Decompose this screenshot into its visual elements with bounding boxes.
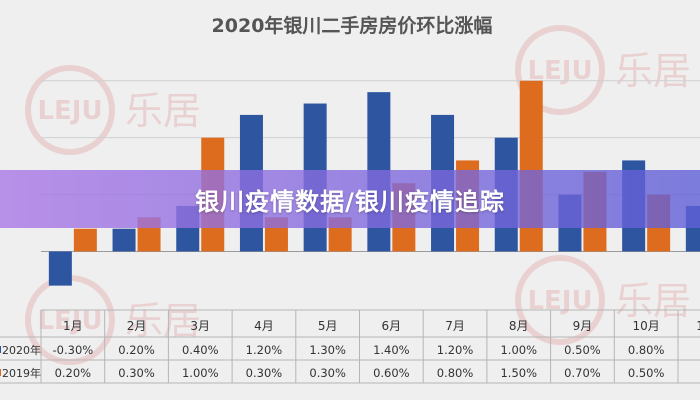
table-cell: 1.00% [182,366,219,380]
watermark-brand: LEJU [527,286,592,316]
category-label: 11月 [696,319,700,333]
bar-series-2 [73,228,97,252]
watermark-brand-cn: 乐居 [615,279,691,323]
table-row-label: 2019年 [2,366,41,380]
watermark-brand-cn: 乐居 [615,49,691,93]
table-cell: 0.30% [246,366,283,380]
category-label: 4月 [254,319,274,333]
table-cell: 0.30% [118,366,155,380]
category-label: 2月 [127,319,147,333]
table-cell: 0.70% [564,366,601,380]
table-cell: 0.50% [564,343,601,357]
category-label: 9月 [573,319,593,333]
table-row-label: 2020年 [2,343,41,357]
overlay-banner: 银川疫情数据/银川疫情追踪 [0,170,700,228]
category-label: 8月 [509,319,529,333]
table-cell: -0.30% [53,343,94,357]
watermark-brand-cn: 乐居 [125,89,201,133]
table-cell: 1.40% [373,343,410,357]
category-label: 1月 [63,319,83,333]
bar-series-1 [48,251,72,286]
legend-swatch [0,369,1,376]
category-label: 5月 [318,319,338,333]
table-cell: 1.50% [500,366,537,380]
table-cell: 0.20% [118,343,155,357]
data-table: 1月 2月 3月 4月 5月 6月 7月 8月 9月 10月 11月 2020年 -0.30% 0.20%… [0,309,700,384]
watermark-logo: LEJU 乐居 [25,275,201,365]
watermark-brand: LEJU [37,96,102,126]
table-cell: 1.20% [246,343,283,357]
watermark-ring [515,255,605,345]
watermark-ring [25,65,115,155]
table-cell: 0.60% [373,366,410,380]
table-cell: 1.20% [437,343,474,357]
legend-swatch [0,346,1,353]
table-cell: 1.00% [500,343,537,357]
watermark-logo: LEJU 乐居 [25,65,201,155]
watermark-logo: LEJU 乐居 [515,255,691,345]
table-cell: 0.80% [437,366,474,380]
table-cell: 1.30% [309,343,346,357]
category-label: 3月 [190,319,210,333]
table-cell: 0.30% [309,366,346,380]
banner-title: 银川疫情数据/银川疫情追踪 [195,187,505,216]
watermark-logo: LEJU 乐居 [515,25,691,115]
watermark-brand-cn: 乐居 [125,299,201,343]
category-label: 10月 [633,319,660,333]
watermark-ring [515,25,605,115]
watermark-brand: LEJU [37,306,102,336]
bar-series-1 [112,228,136,252]
category-label: 6月 [382,319,402,333]
table-cell: 0.40% [182,343,219,357]
table-cell: 0.80% [628,343,665,357]
table-cell: 0.50% [628,366,665,380]
chart-title: 2020年银川二手房房价环比涨幅 [212,14,493,37]
category-label: 7月 [445,319,465,333]
table-cell: 0.20% [55,366,92,380]
